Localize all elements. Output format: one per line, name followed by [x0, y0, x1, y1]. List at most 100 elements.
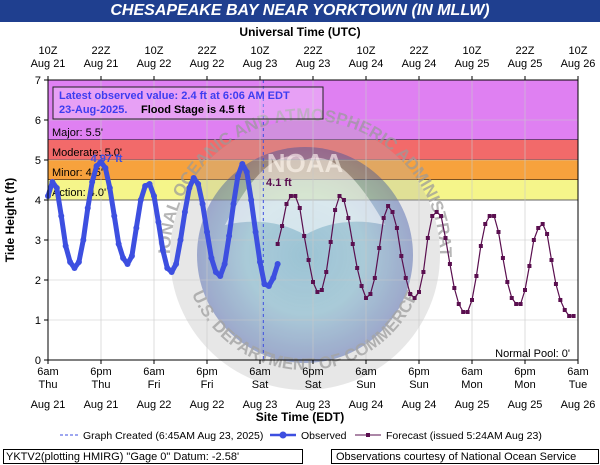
bottom-tick-time-108: 6pm: [514, 366, 535, 378]
forecast-point-8: [311, 280, 315, 284]
forecast-point-63: [553, 282, 558, 286]
forecast-point-65: [562, 308, 567, 312]
band-label-moderate: Moderate: 5.0': [52, 147, 122, 159]
forecast-point-34: [425, 236, 430, 240]
forecast-point-58: [531, 238, 536, 242]
y-tick-label-4: 4: [35, 195, 41, 207]
forecast-point-54: [514, 302, 519, 306]
bottom-tick-time-84: 6pm: [408, 366, 429, 378]
forecast-point-47: [483, 222, 488, 226]
footer-datum: YKTV2(plotting HMIRG) "Gage 0" Datum: -2…: [3, 449, 303, 464]
forecast-point-59: [536, 226, 541, 230]
forecast-point-42: [461, 310, 466, 314]
observed-point-37: [208, 255, 215, 261]
info-box-frame: [52, 86, 324, 120]
forecast-point-62: [549, 258, 554, 262]
bottom-tick-date-12: Aug 21: [84, 399, 119, 411]
observed-point-47: [252, 229, 259, 235]
forecast-point-30: [408, 292, 413, 296]
watermark-bird: [225, 156, 385, 235]
top-axis-label: Universal Time (UTC): [239, 25, 360, 39]
forecast-point-48: [487, 214, 492, 218]
bottom-tick-day-48: Sat: [252, 379, 269, 391]
observed-point-51: [270, 275, 277, 281]
y-tick-label-1: 1: [35, 315, 41, 327]
observed-point-32: [186, 185, 193, 191]
observed-point-46: [248, 197, 255, 203]
observed-point-2: [53, 185, 60, 191]
forecast-point-23: [377, 246, 382, 250]
top-tick-label-60: 22Z: [304, 45, 323, 57]
observed-point-34: [195, 181, 202, 187]
forecast-point-9: [315, 290, 320, 294]
forecast-point-33: [421, 270, 426, 274]
forecast-point-31: [412, 296, 417, 300]
observed-point-43: [234, 173, 241, 179]
forecast-point-26: [390, 210, 395, 214]
forecast-point-46: [478, 244, 483, 248]
bottom-tick-day-60: Sat: [305, 379, 322, 391]
forecast-point-36: [434, 210, 439, 214]
top-tick-date-24: Aug 22: [137, 58, 172, 70]
bottom-tick-time-36: 6pm: [196, 366, 217, 378]
observed-point-19: [128, 253, 135, 259]
y-axis-label: Tide Height (ft): [3, 178, 17, 262]
forecast-point-28: [399, 254, 404, 258]
top-tick-label-108: 22Z: [516, 45, 535, 57]
forecast-point-44: [470, 298, 474, 302]
footer-credit: Observations courtesy of National Ocean …: [331, 449, 599, 464]
y-tick-label-2: 2: [35, 275, 41, 287]
chart-title: CHESAPEAKE BAY NEAR YORKTOWN (IN MLLW): [0, 0, 600, 22]
forecast-point-21: [368, 292, 373, 296]
band-label-major: Major: 5.5': [52, 127, 103, 139]
observed-point-50: [265, 283, 272, 289]
legend-forecast-marker: [366, 433, 370, 437]
info-box-line1: Latest observed value: 2.4 ft at 6:06 AM…: [59, 90, 290, 102]
forecast-point-51: [500, 256, 505, 260]
forecast-point-45: [474, 274, 479, 278]
y-tick-label-7: 7: [35, 75, 41, 87]
forecast-point-32: [417, 290, 421, 294]
observed-point-23: [146, 181, 153, 187]
top-tick-label-96: 10Z: [463, 45, 482, 57]
forecast-point-64: [558, 298, 563, 302]
observed-point-4: [62, 243, 69, 249]
top-tick-date-36: Aug 22: [190, 58, 225, 70]
top-tick-date-60: Aug 23: [296, 58, 331, 70]
bottom-tick-time-60: 6pm: [302, 366, 323, 378]
legend-observed-label: Observed: [301, 430, 347, 442]
top-tick-label-12: 22Z: [92, 45, 111, 57]
forecast-point-41: [456, 302, 461, 306]
top-tick-label-36: 22Z: [198, 45, 217, 57]
observed-point-14: [106, 185, 113, 191]
bottom-axis-label: Site Time (EDT): [256, 410, 344, 424]
forecast-point-56: [523, 288, 527, 292]
top-tick-date-120: Aug 26: [561, 58, 596, 70]
observed-point-5: [67, 259, 74, 265]
forecast-point-20: [364, 296, 368, 300]
observed-point-29: [173, 261, 180, 267]
observed-point-13: [102, 165, 109, 171]
forecast-point-2: [284, 202, 289, 206]
forecast-point-12: [328, 240, 333, 244]
bottom-tick-date-96: Aug 25: [455, 399, 490, 411]
series: 4.97 ft 4.1 ft: [45, 153, 576, 318]
forecast-point-40: [452, 286, 457, 290]
observed-peak-label: 4.97 ft: [91, 153, 123, 165]
observed-point-36: [204, 229, 210, 235]
forecast-point-22: [372, 276, 377, 280]
watermark-noaa-label: NOAA: [267, 148, 344, 178]
forecast-point-16: [346, 216, 351, 220]
legend-created-label: Graph Created (6:45AM Aug 23, 2025): [83, 430, 263, 442]
forecast-point-25: [386, 204, 391, 208]
forecast-point-55: [518, 302, 523, 306]
forecast-point-3: [288, 194, 293, 198]
bottom-tick-date-0: Aug 21: [31, 399, 66, 411]
forecast-point-10: [319, 288, 324, 292]
bottom-tick-date-48: Aug 23: [243, 399, 278, 411]
y-tick-label-3: 3: [35, 235, 41, 247]
observed-point-31: [181, 209, 188, 215]
bottom-tick-time-48: 6am: [249, 366, 270, 378]
legend-observed-marker: [279, 431, 287, 439]
forecast-point-24: [381, 216, 386, 220]
